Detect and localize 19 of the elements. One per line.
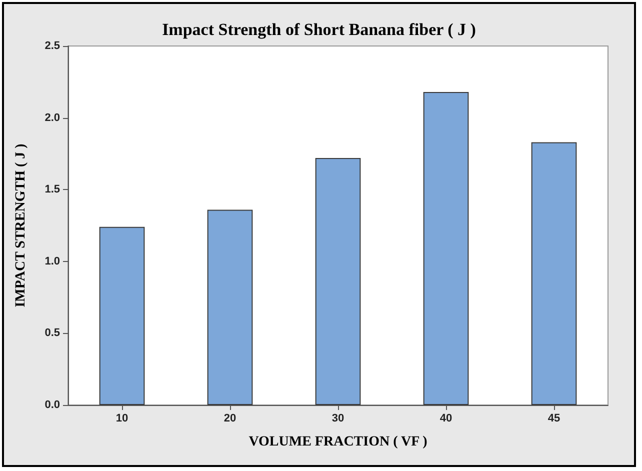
- bar: [207, 210, 253, 405]
- x-tick-label: 45: [548, 412, 560, 424]
- y-tick-label: 0.5: [44, 327, 60, 340]
- y-tick-label: 1.0: [44, 255, 60, 268]
- x-axis-title: VOLUME FRACTION ( VF ): [248, 434, 428, 450]
- y-axis-title: IMPACT STRENGTH ( J ): [14, 143, 28, 308]
- x-tick-label: 30: [332, 412, 344, 424]
- x-tick-label: 20: [224, 412, 236, 424]
- bar: [531, 142, 577, 405]
- bar: [315, 158, 361, 405]
- chart-title: Impact Strength of Short Banana fiber ( J ): [162, 20, 476, 39]
- x-tick-label: 10: [116, 412, 128, 424]
- y-tick-label: 1.5: [44, 184, 60, 196]
- y-tick-label: 2.0: [44, 112, 60, 124]
- y-tick-label: 2.5: [44, 40, 60, 52]
- bar: [423, 92, 469, 405]
- x-tick-label: 40: [440, 412, 452, 424]
- bar: [99, 226, 145, 405]
- y-tick-label: 0.0: [44, 399, 60, 411]
